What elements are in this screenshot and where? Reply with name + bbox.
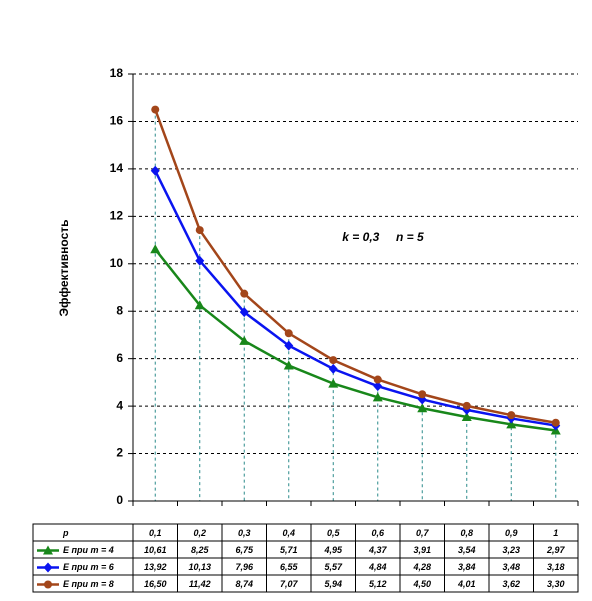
y-tick-label: 18 [110,66,124,80]
data-point [151,105,160,114]
value-label: 4,28 [412,562,431,572]
value-label: 13,92 [144,562,167,572]
data-point [284,340,294,351]
data-point [239,335,250,345]
value-label: 3,18 [547,562,565,572]
x-tick-label: 0,9 [505,528,518,538]
series-line [154,109,556,424]
y-tick-label: 12 [110,209,124,223]
y-tick-label: 2 [116,446,123,460]
x-tick-label: 0,2 [193,528,206,538]
legend-label: E при m = 6 [63,562,115,572]
value-label: 6,55 [280,562,299,572]
value-label: 3,48 [502,562,520,572]
y-tick-label: 14 [110,161,124,175]
value-label: 10,61 [144,545,167,555]
data-point [551,418,560,427]
value-label: 6,75 [235,545,254,555]
y-tick-label: 4 [116,398,123,412]
value-label: 5,12 [369,579,387,589]
value-label: 4,95 [323,545,343,555]
value-label: 8,25 [191,545,210,555]
data-point [195,226,204,235]
y-tick-label: 0 [116,493,123,507]
data-point [328,363,338,374]
value-label: 3,23 [502,545,520,555]
value-label: 4,37 [368,545,388,555]
value-label: 4,50 [412,579,431,589]
value-label: 7,07 [280,579,299,589]
data-point [195,255,205,266]
data-point [373,381,383,392]
legend-marker [44,580,52,589]
value-label: 3,84 [458,562,476,572]
value-label: 4,01 [457,579,476,589]
data-point [418,390,427,399]
value-label: 5,71 [280,545,298,555]
data-point [461,412,472,422]
data-point [329,356,338,365]
data-point [373,375,382,384]
legend-marker [43,545,53,555]
data-point [506,419,517,429]
annotation: k = 0,3 n = 5 [342,230,424,244]
data-point [194,300,205,310]
x-tick-label: 0,5 [327,528,341,538]
x-tick-label: 0,6 [371,528,385,538]
x-tick-label: 0,3 [238,528,251,538]
table-header: p [62,528,69,538]
value-label: 7,96 [235,562,254,572]
value-label: 5,57 [324,562,343,572]
data-point [462,401,471,410]
y-tick-label: 6 [116,351,123,365]
series-line [154,248,556,432]
x-tick-label: 0,1 [149,528,162,538]
x-tick-label: 0,4 [282,528,295,538]
data-point [507,411,516,420]
value-label: 4,84 [368,562,387,572]
series-line [154,170,556,427]
data-point [150,244,161,254]
value-label: 3,54 [458,545,476,555]
y-tick-label: 16 [110,114,124,128]
legend-label: E при m = 4 [63,545,114,555]
data-point [372,392,383,402]
data-point [283,360,294,370]
value-label: 10,13 [188,562,211,572]
x-tick-label: 1 [553,528,558,538]
value-label: 16,50 [144,579,167,589]
y-tick-label: 8 [116,303,123,317]
data-point [150,165,160,176]
value-label: 2,97 [546,545,566,555]
data-point [328,378,339,388]
data-point [284,329,293,338]
value-label: 3,91 [413,545,431,555]
y-tick-label: 10 [110,256,124,270]
value-label: 8,74 [235,579,253,589]
value-label: 3,62 [502,579,520,589]
legend-marker [43,562,53,573]
value-label: 3,30 [547,579,565,589]
value-label: 11,42 [189,579,211,589]
data-point [240,289,249,298]
y-axis-label: Эффективность [57,219,71,316]
x-tick-label: 0,8 [460,528,473,538]
data-point [417,403,428,413]
x-tick-label: 0,7 [416,528,430,538]
data-point [239,307,249,318]
legend-label: E при m = 8 [63,579,114,589]
value-label: 5,94 [324,579,342,589]
